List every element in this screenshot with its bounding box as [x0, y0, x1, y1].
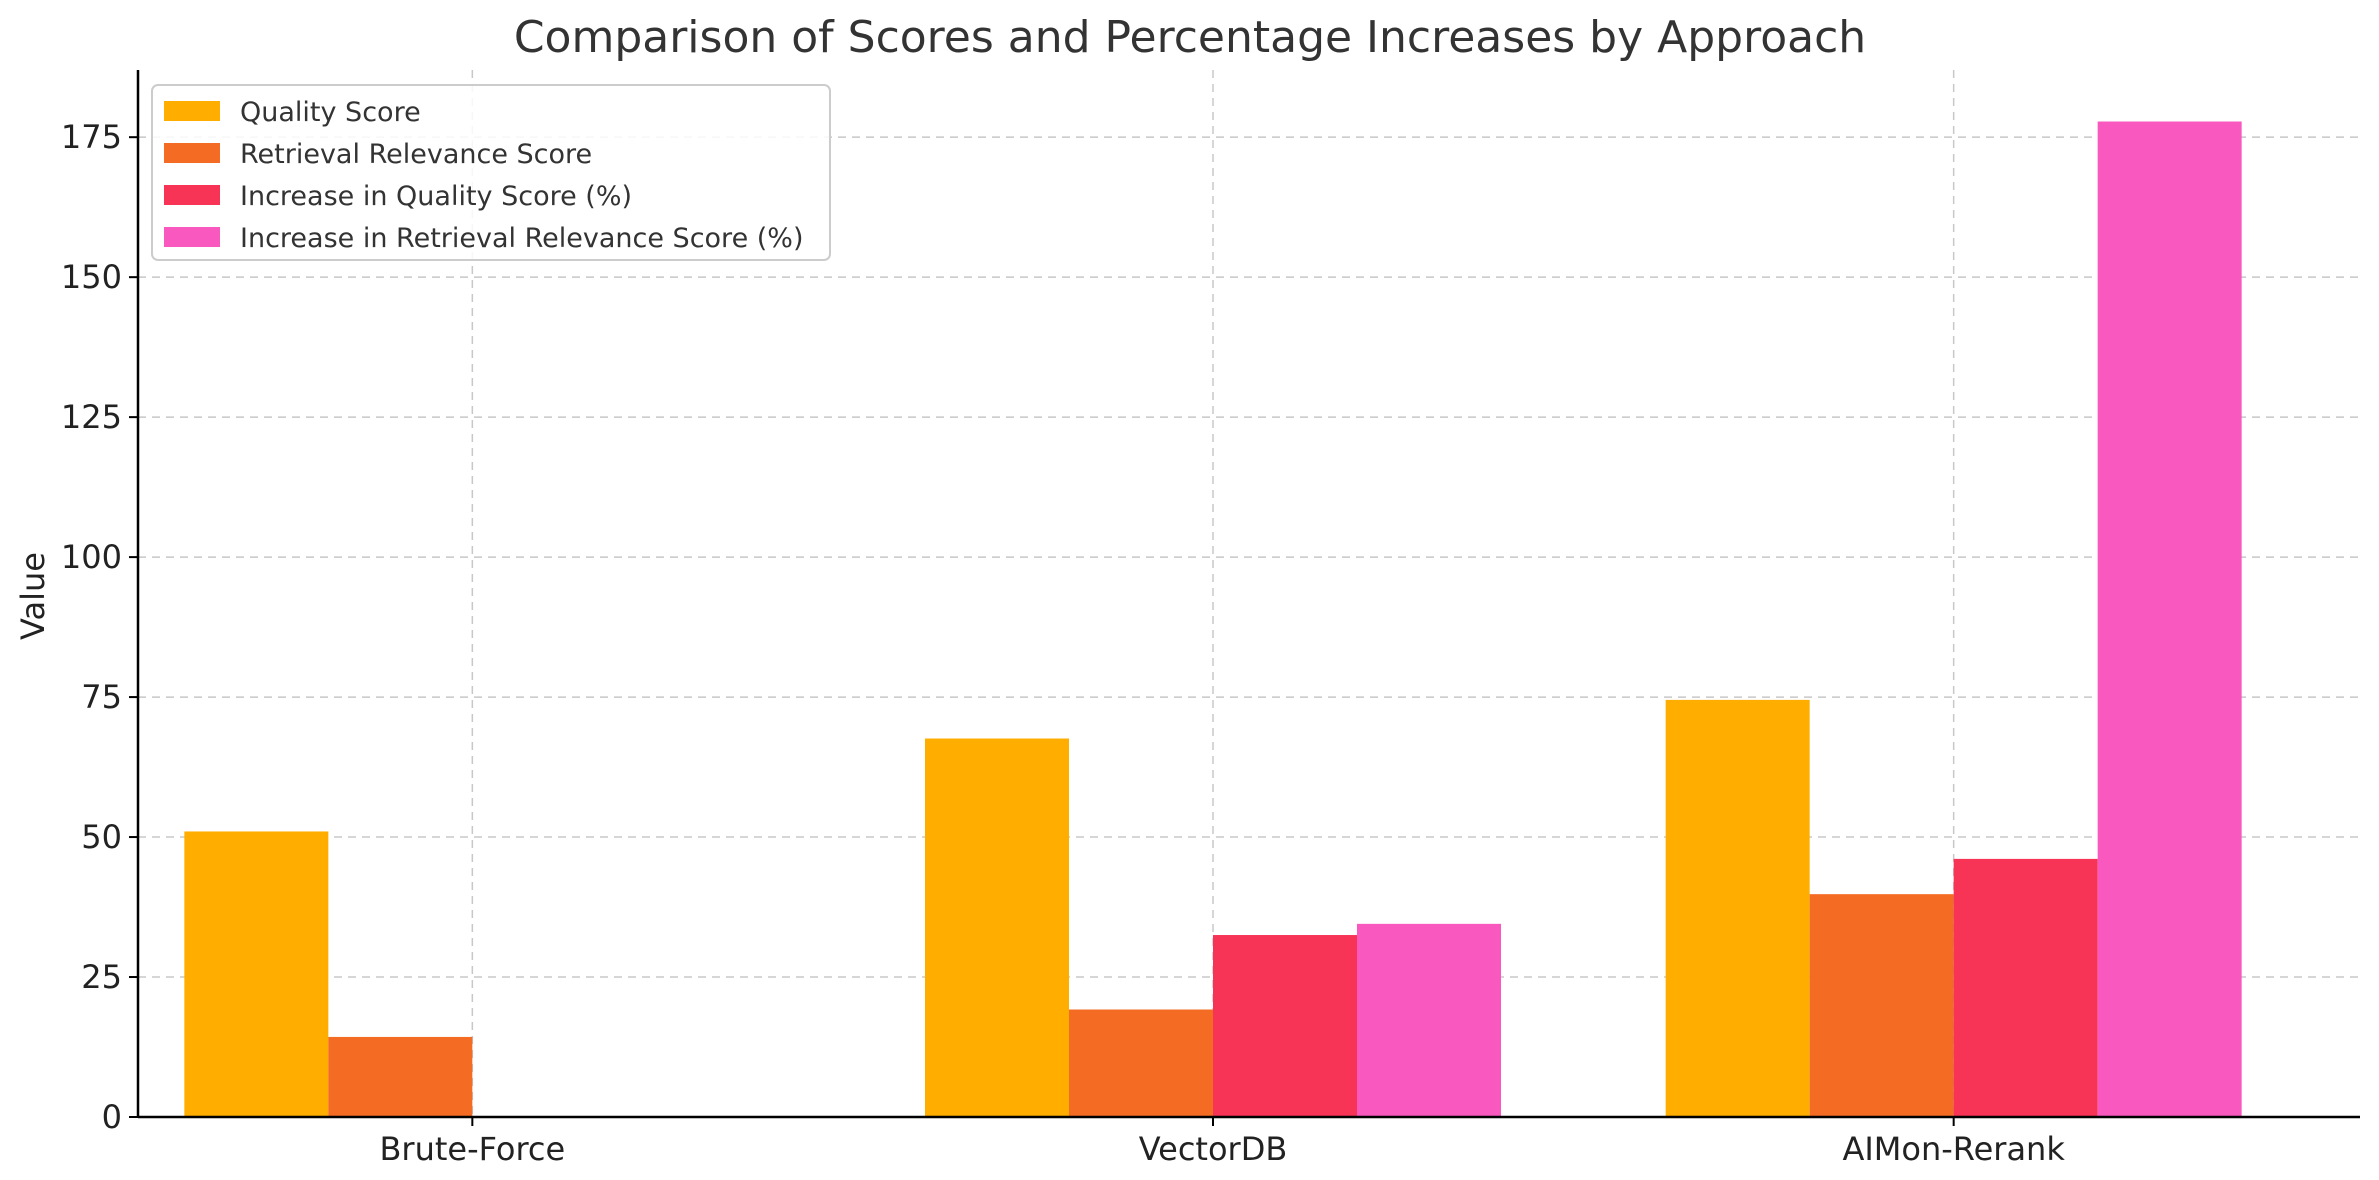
legend-swatch [164, 101, 220, 121]
x-tick-label: Brute-Force [379, 1130, 565, 1168]
bar-quality-score-vectordb [925, 738, 1069, 1117]
bar-increase-in-retrieval-relevance-score-aimon-rerank [2097, 121, 2242, 1118]
bar-retrieval-relevance-score-brute-force [328, 1036, 473, 1117]
legend-label: Retrieval Relevance Score [240, 139, 592, 170]
x-tick-label: VectorDB [1139, 1130, 1288, 1168]
bar-increase-in-retrieval-relevance-score-vectordb [1357, 923, 1501, 1117]
bars [184, 121, 2242, 1118]
legend-box [151, 84, 831, 261]
legend: Quality Score Retrieval Relevance Score In… [151, 84, 831, 261]
y-tick-label: 0 [102, 1098, 122, 1136]
bar-increase-in-quality-score-vectordb [1213, 935, 1357, 1117]
x-tick-label: AIMon-Rerank [1842, 1130, 2065, 1168]
legend-label: Increase in Retrieval Relevance Score (%… [240, 223, 803, 254]
y-tick-label: 50 [81, 818, 122, 856]
legend-label: Increase in Quality Score (%) [240, 181, 632, 212]
axes: 0 25 50 75 100 125 150 175 Brute-Force VectorDB AI… [61, 70, 2360, 1168]
chart-title: Comparison of Scores and Percentage Incr… [514, 12, 1866, 63]
y-tick-label: 75 [81, 678, 122, 716]
legend-swatch [164, 185, 220, 205]
legend-label: Quality Score [240, 97, 421, 128]
bar-quality-score-aimon-rerank [1665, 699, 1810, 1117]
bar-increase-in-quality-score-aimon-rerank [1953, 858, 2098, 1117]
legend-swatch [164, 143, 220, 163]
y-tick-label: 100 [61, 538, 122, 576]
bar-retrieval-relevance-score-aimon-rerank [1809, 894, 1954, 1117]
bar-retrieval-relevance-score-vectordb [1069, 1009, 1213, 1117]
legend-swatch [164, 227, 220, 247]
y-tick-label: 125 [61, 398, 122, 436]
y-tick-label: 150 [61, 258, 122, 296]
y-tick-label: 175 [61, 118, 122, 156]
bar-quality-score-brute-force [184, 831, 329, 1117]
y-axis-label: Value [14, 552, 52, 640]
y-tick-label: 25 [81, 958, 122, 996]
